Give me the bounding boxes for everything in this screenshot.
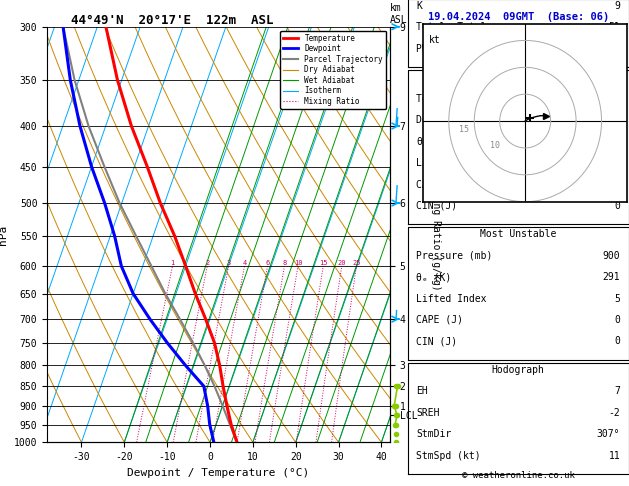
Text: StmDir: StmDir <box>416 429 452 439</box>
Text: 0: 0 <box>615 336 620 347</box>
Text: kt: kt <box>428 35 440 45</box>
Text: 10: 10 <box>489 141 499 150</box>
Text: CIN (J): CIN (J) <box>416 336 457 347</box>
Text: 15: 15 <box>459 125 469 134</box>
Text: Hodograph: Hodograph <box>492 365 545 375</box>
Text: km
ASL: km ASL <box>390 3 408 25</box>
Text: 19.04.2024  09GMT  (Base: 06): 19.04.2024 09GMT (Base: 06) <box>428 12 609 22</box>
Legend: Temperature, Dewpoint, Parcel Trajectory, Dry Adiabat, Wet Adiabat, Isotherm, Mi: Temperature, Dewpoint, Parcel Trajectory… <box>280 31 386 109</box>
Text: 0.9: 0.9 <box>603 115 620 125</box>
Text: 25: 25 <box>352 260 360 266</box>
Text: 44°49'N  20°17'E  122m  ASL: 44°49'N 20°17'E 122m ASL <box>71 14 274 27</box>
Text: 0.86: 0.86 <box>597 44 620 54</box>
Text: 5: 5 <box>615 294 620 304</box>
Text: θₑ (K): θₑ (K) <box>416 272 452 282</box>
Text: 1: 1 <box>170 260 175 266</box>
Text: 307°: 307° <box>597 429 620 439</box>
Text: Most Unstable: Most Unstable <box>480 229 557 240</box>
Text: Totals Totals: Totals Totals <box>416 22 493 33</box>
Text: 51: 51 <box>608 22 620 33</box>
Text: 9: 9 <box>615 1 620 11</box>
Text: CIN (J): CIN (J) <box>416 201 457 211</box>
Text: 20: 20 <box>338 260 346 266</box>
Text: θₑ(K): θₑ(K) <box>416 137 446 147</box>
Y-axis label: Mixing Ratio (g/kg): Mixing Ratio (g/kg) <box>431 179 441 290</box>
Text: 6: 6 <box>265 260 270 266</box>
Text: CAPE (J): CAPE (J) <box>416 315 464 325</box>
Text: 10: 10 <box>294 260 302 266</box>
Text: Dewp (°C): Dewp (°C) <box>416 115 469 125</box>
Text: SREH: SREH <box>416 408 440 418</box>
Text: © weatheronline.co.uk: © weatheronline.co.uk <box>462 471 575 480</box>
Text: 15: 15 <box>319 260 328 266</box>
Text: PW (cm): PW (cm) <box>416 44 457 54</box>
Text: Lifted Index: Lifted Index <box>416 158 487 168</box>
Text: 900: 900 <box>603 251 620 261</box>
Text: StmSpd (kt): StmSpd (kt) <box>416 451 481 461</box>
Text: 4: 4 <box>242 260 247 266</box>
Text: 290: 290 <box>603 137 620 147</box>
Text: 7: 7 <box>615 386 620 397</box>
Text: 3: 3 <box>226 260 231 266</box>
Text: Lifted Index: Lifted Index <box>416 294 487 304</box>
Text: EH: EH <box>416 386 428 397</box>
Text: 11: 11 <box>608 451 620 461</box>
Text: 291: 291 <box>603 272 620 282</box>
Text: CAPE (J): CAPE (J) <box>416 179 464 190</box>
Text: 6.3: 6.3 <box>603 94 620 104</box>
Text: 6: 6 <box>615 158 620 168</box>
Text: Temp (°C): Temp (°C) <box>416 94 469 104</box>
Text: 0: 0 <box>615 315 620 325</box>
Text: Surface: Surface <box>498 72 539 83</box>
Text: K: K <box>416 1 422 11</box>
Text: -2: -2 <box>608 408 620 418</box>
Text: 2: 2 <box>205 260 209 266</box>
Text: 8: 8 <box>282 260 287 266</box>
Text: Pressure (mb): Pressure (mb) <box>416 251 493 261</box>
Text: 0: 0 <box>615 179 620 190</box>
Text: 0: 0 <box>615 201 620 211</box>
Y-axis label: hPa: hPa <box>0 225 8 244</box>
X-axis label: Dewpoint / Temperature (°C): Dewpoint / Temperature (°C) <box>128 468 309 478</box>
